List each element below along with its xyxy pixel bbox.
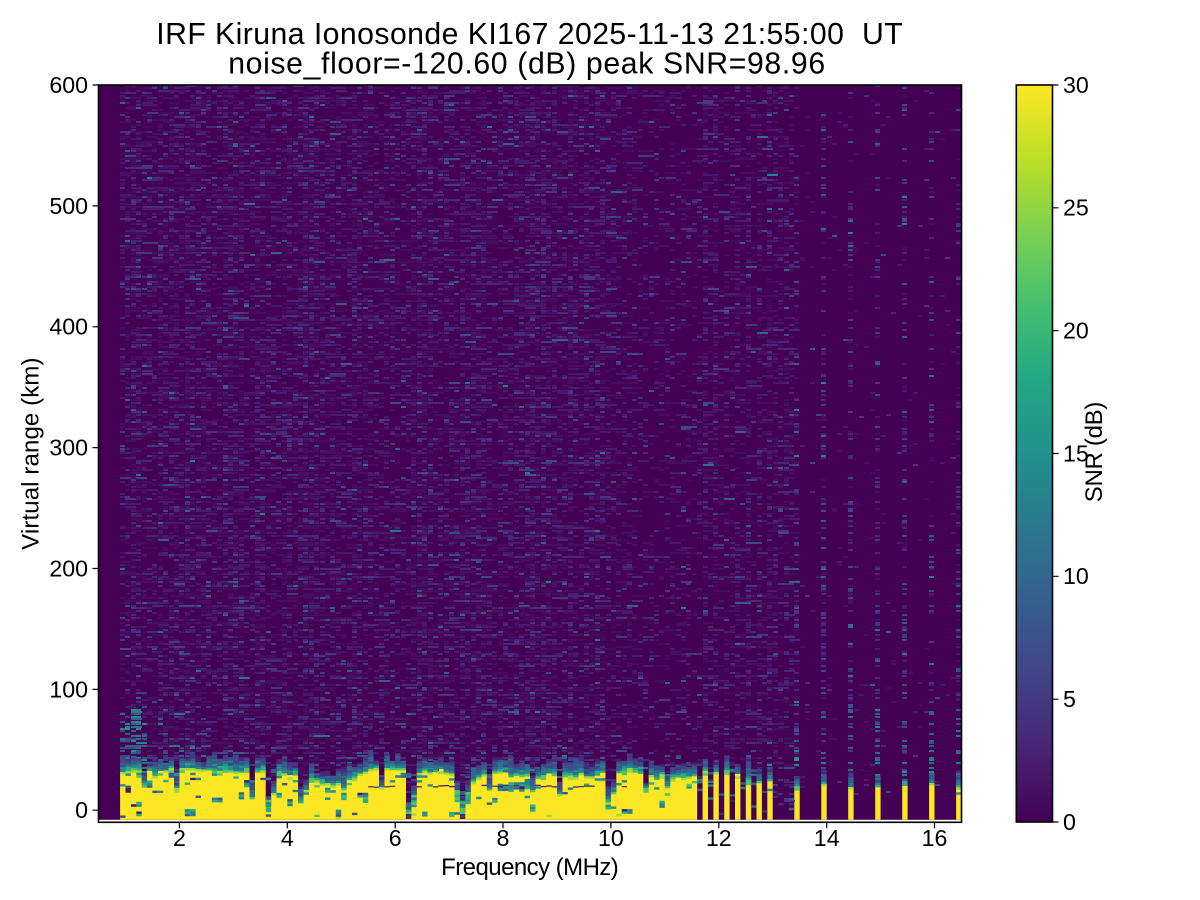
svg-text:14: 14 (814, 825, 840, 851)
svg-text:600: 600 (49, 72, 88, 98)
svg-text:noise_floor=-120.60 (dB) peak: noise_floor=-120.60 (dB) peak SNR=98.96 (228, 48, 826, 81)
svg-text:30: 30 (1063, 72, 1089, 98)
svg-text:8: 8 (497, 825, 510, 851)
svg-text:100: 100 (49, 676, 88, 702)
svg-text:6: 6 (389, 825, 402, 851)
svg-text:10: 10 (598, 825, 624, 851)
svg-text:5: 5 (1063, 686, 1076, 712)
svg-text:Frequency (MHz): Frequency (MHz) (441, 854, 618, 881)
svg-text:Virtual range (km): Virtual range (km) (18, 357, 45, 549)
svg-text:12: 12 (706, 825, 732, 851)
svg-text:4: 4 (281, 825, 294, 851)
svg-text:300: 300 (49, 435, 88, 461)
svg-text:10: 10 (1063, 563, 1089, 589)
svg-text:IRF Kiruna Ionosonde KI167 202: IRF Kiruna Ionosonde KI167 2025-11-13 21… (156, 18, 903, 51)
svg-text:SNR (dB): SNR (dB) (1081, 402, 1108, 502)
svg-text:2: 2 (173, 825, 186, 851)
svg-text:16: 16 (922, 825, 948, 851)
svg-text:0: 0 (1063, 809, 1076, 835)
svg-text:500: 500 (49, 193, 88, 219)
svg-text:20: 20 (1063, 318, 1089, 344)
svg-text:15: 15 (1063, 440, 1089, 466)
svg-text:200: 200 (49, 555, 88, 581)
svg-text:400: 400 (49, 314, 88, 340)
svg-text:0: 0 (75, 797, 88, 823)
svg-text:25: 25 (1063, 195, 1089, 221)
